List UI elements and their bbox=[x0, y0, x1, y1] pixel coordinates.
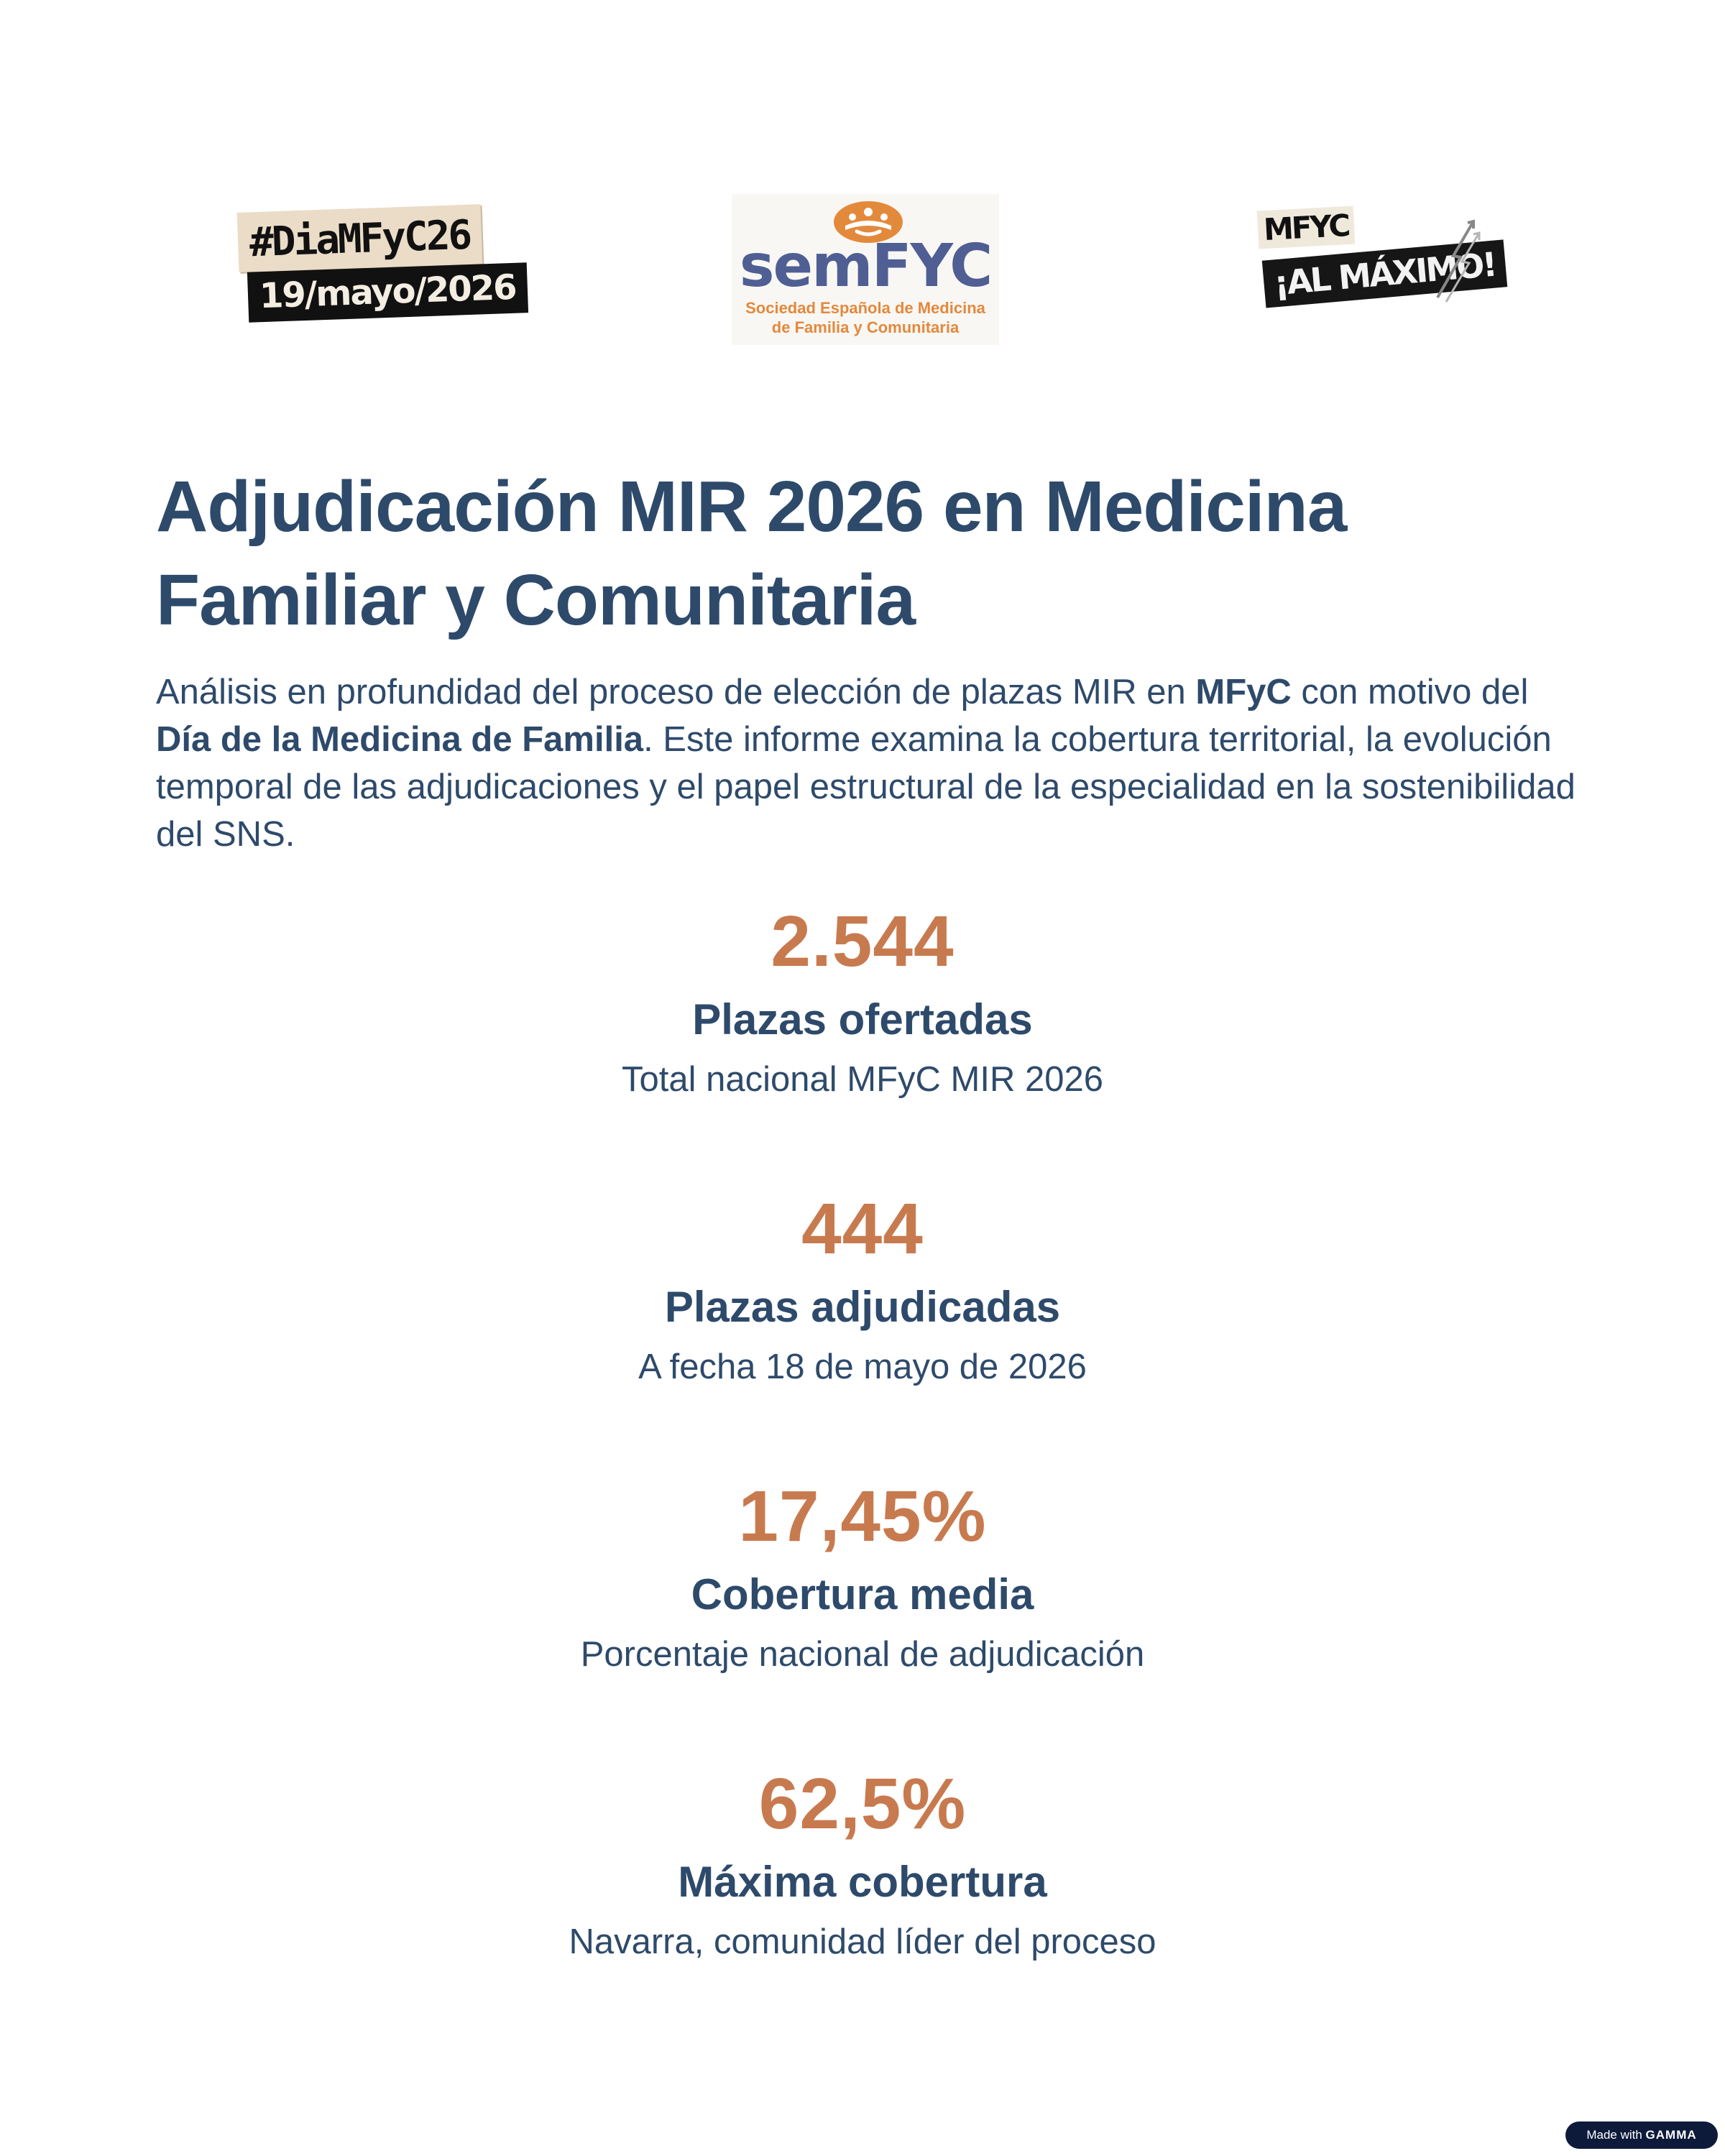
stat-label: Cobertura media bbox=[691, 1570, 1034, 1618]
mfyc-logo-top-text: MFYC bbox=[1256, 206, 1356, 249]
stat-label: Plazas ofertadas bbox=[692, 995, 1033, 1044]
stat-plazas-ofertadas: 2.544 Plazas ofertadas Total nacional MF… bbox=[0, 898, 1725, 1105]
intro-bold-mfyc: MFyC bbox=[1195, 673, 1292, 711]
stat-description: Total nacional MFyC MIR 2026 bbox=[622, 1060, 1103, 1099]
semfyc-subtitle-line2: de Familia y Comunitaria bbox=[771, 318, 960, 336]
badge-prefix: Made with bbox=[1586, 2128, 1642, 2142]
stat-description: Navarra, comunidad líder del proceso bbox=[569, 1922, 1156, 1961]
badge-brand: GAMMA bbox=[1645, 2128, 1697, 2142]
logo-row: #DiaMFyC26 19/mayo/2026 semFYC Sociedad … bbox=[0, 194, 1725, 367]
rising-arrows-icon bbox=[1436, 219, 1481, 303]
stat-value: 62,5% bbox=[758, 1764, 967, 1844]
intro-text-2: con motivo del bbox=[1291, 673, 1529, 711]
mfyc-al-maximo-logo: MFYC ¡AL MÁXIMO! bbox=[1256, 206, 1507, 323]
intro-text-1: Análisis en profundidad del proceso de e… bbox=[156, 673, 1196, 711]
stat-description: Porcentaje nacional de adjudicación bbox=[580, 1635, 1145, 1674]
stat-plazas-adjudicadas: 444 Plazas adjudicadas A fecha 18 de may… bbox=[0, 1186, 1725, 1393]
stat-cobertura-media: 17,45% Cobertura media Porcentaje nacion… bbox=[0, 1473, 1725, 1680]
semfyc-family-emblem-icon bbox=[834, 201, 903, 243]
stat-value: 17,45% bbox=[738, 1476, 987, 1557]
semfyc-subtitle: Sociedad Española de Medicina de Familia… bbox=[732, 298, 999, 337]
hashtag-date: 19/mayo/2026 bbox=[247, 262, 528, 323]
dia-mfyc-hashtag-logo: #DiaMFyC26 19/mayo/2026 bbox=[234, 204, 528, 338]
intro-text-3: . Este informe examina la cobertura terr… bbox=[156, 720, 1576, 854]
stat-label: Plazas adjudicadas bbox=[664, 1283, 1061, 1331]
stat-value: 444 bbox=[801, 1189, 924, 1269]
stat-description: A fecha 18 de mayo de 2026 bbox=[638, 1348, 1087, 1386]
page-title: Adjudicación MIR 2026 en Medicina Famili… bbox=[156, 466, 1347, 640]
stat-maxima-cobertura: 62,5% Máxima cobertura Navarra, comunida… bbox=[0, 1761, 1725, 1968]
made-with-gamma-badge[interactable]: Made with GAMMA bbox=[1565, 2122, 1718, 2149]
intro-bold-dia: Día de la Medicina de Familia bbox=[156, 720, 644, 759]
stat-label: Máxima cobertura bbox=[678, 1858, 1047, 1906]
stat-value: 2.544 bbox=[770, 901, 954, 982]
semfyc-logo: semFYC Sociedad Española de Medicina de … bbox=[732, 194, 999, 345]
semfyc-subtitle-line1: Sociedad Española de Medicina bbox=[745, 299, 985, 317]
semfyc-wordmark: semFYC bbox=[739, 232, 993, 300]
intro-paragraph: Análisis en profundidad del proceso de e… bbox=[156, 668, 1579, 858]
hashtag-text: #DiaMFyC26 bbox=[236, 204, 483, 272]
